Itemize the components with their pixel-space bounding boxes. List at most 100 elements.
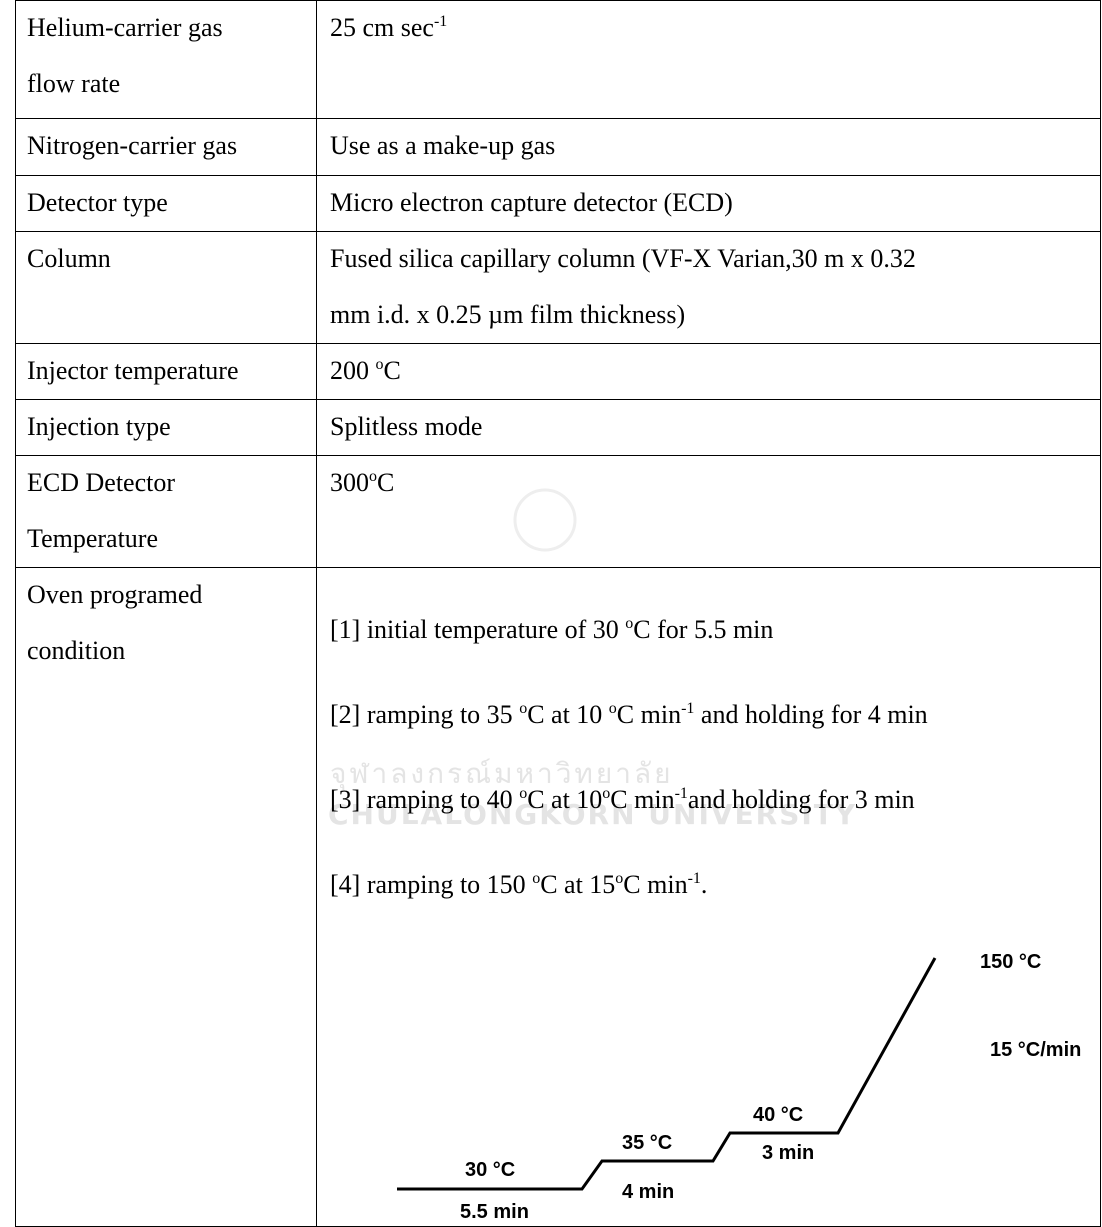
label-cell: Nitrogen-carrier gas <box>27 118 237 174</box>
row-border <box>15 231 1100 232</box>
row-border <box>15 399 1100 400</box>
superscript: o <box>369 468 377 485</box>
text: Injection type <box>27 412 171 441</box>
superscript: -1 <box>687 870 701 887</box>
row-border <box>15 175 1100 176</box>
text-line: 25 cm sec-1 <box>330 0 447 56</box>
value-cell: Micro electron capture detector (ECD) <box>330 175 733 231</box>
row-border <box>15 455 1100 456</box>
text-line: Micro electron capture detector (ECD) <box>330 175 733 231</box>
text: [3] ramping to 40 <box>330 785 520 814</box>
label-cell: Oven programed condition <box>27 567 202 679</box>
text-line: Temperature <box>27 511 175 567</box>
text: Injector temperature <box>27 356 239 385</box>
value-cell: 25 cm sec-1 <box>330 0 447 56</box>
diagram-label: 4 min <box>622 1181 674 1203</box>
text: . <box>700 870 708 899</box>
text: C at 10 <box>527 785 603 814</box>
text-line: Helium-carrier gas <box>27 0 223 56</box>
text-line: Fused silica capillary column (VF-X Vari… <box>330 231 916 287</box>
watermark-english: CHULALONGKORN UNIVERSITY <box>328 798 858 831</box>
text-line: ECD Detector <box>27 455 175 511</box>
text: C at 10 <box>527 700 609 729</box>
text: Nitrogen-carrier gas <box>27 131 238 160</box>
label-cell: ECD Detector Temperature <box>27 455 175 567</box>
text: Detector type <box>27 188 168 217</box>
superscript: o <box>519 785 528 802</box>
value-cell: 200 oC <box>330 343 401 399</box>
superscript: o <box>602 785 611 802</box>
diagram-label: 30 °C <box>465 1159 515 1181</box>
text: C min <box>616 700 682 729</box>
value-cell: Splitless mode <box>330 399 482 455</box>
text: and holding for 4 min <box>694 700 928 729</box>
text-line: 200 oC <box>330 343 401 399</box>
diagram-label: 15 °C/min <box>990 1039 1081 1061</box>
text: C <box>377 468 395 497</box>
value-cell: Fused silica capillary column (VF-X Vari… <box>330 231 916 343</box>
text: C <box>383 356 401 385</box>
text-line: [2] ramping to 35 oC at 10 oC min-1 and … <box>330 672 928 757</box>
text: Temperature <box>27 524 158 553</box>
text-line: Splitless mode <box>330 399 482 455</box>
text-line: condition <box>27 623 202 679</box>
text-line: Injector temperature <box>27 343 239 399</box>
label-cell: Detector type <box>27 175 168 231</box>
text: C at 15 <box>540 870 616 899</box>
text: Oven programed <box>27 580 203 609</box>
row-border <box>15 118 1100 119</box>
text: [4] ramping to 150 <box>330 870 533 899</box>
text: flow rate <box>27 69 121 98</box>
text: [2] ramping to 35 <box>330 700 520 729</box>
temperature-profile <box>397 957 937 1191</box>
text: 200 <box>330 356 376 385</box>
text: C min <box>623 870 688 899</box>
text: ECD Detector <box>27 468 176 497</box>
text: C min <box>610 785 675 814</box>
superscript: o <box>532 870 541 887</box>
value-cell: Use as a make-up gas <box>330 118 555 174</box>
row-border <box>15 0 1100 1</box>
superscript: -1 <box>681 700 695 717</box>
watermark-logo <box>513 488 577 552</box>
text: condition <box>27 636 126 665</box>
text: 300 <box>330 468 369 497</box>
diagram-label: 35 °C <box>622 1132 672 1154</box>
text-line: Nitrogen-carrier gas <box>27 118 237 174</box>
text: 25 cm sec <box>330 13 434 42</box>
diagram-label: 5.5 min <box>460 1201 529 1223</box>
text: [1] initial temperature of 30 <box>330 615 626 644</box>
text: Helium-carrier gas <box>27 13 223 42</box>
superscript: o <box>519 700 528 717</box>
diagram-label: 3 min <box>762 1142 814 1164</box>
superscript: o <box>608 700 617 717</box>
diagram-label: 150 °C <box>980 951 1041 973</box>
superscript: o <box>375 356 384 373</box>
text-line: flow rate <box>27 56 223 112</box>
column-border <box>316 0 317 1227</box>
text-line: Use as a make-up gas <box>330 118 555 174</box>
text-line: Column <box>27 231 111 287</box>
text-line: mm i.d. x 0.25 µm film thickness) <box>330 287 916 343</box>
text-line: Detector type <box>27 175 168 231</box>
row-border <box>15 343 1100 344</box>
text-line: 300oC <box>330 455 394 511</box>
text: C for 5.5 min <box>633 615 774 644</box>
value-cell: 300oC <box>330 455 394 511</box>
text-line: [4] ramping to 150 oC at 15oC min-1. <box>330 842 928 927</box>
text: mm i.d. x 0.25 µm film thickness) <box>330 300 686 329</box>
superscript: -1 <box>674 785 688 802</box>
text: Fused silica capillary column (VF-X Vari… <box>330 244 916 273</box>
text: Splitless mode <box>330 412 483 441</box>
diagram-label: 40 °C <box>753 1104 803 1126</box>
value-cell: [1] initial temperature of 30 o C for 5.5… <box>330 587 928 927</box>
text: Use as a make-up gas <box>330 131 556 160</box>
superscript: o <box>615 870 624 887</box>
column-border <box>1100 0 1101 1227</box>
row-border <box>15 567 1100 568</box>
text-line: [1] initial temperature of 30 oC for 5.5… <box>330 587 928 672</box>
label-cell: Injector temperature <box>27 343 239 399</box>
text: Column <box>27 244 111 273</box>
